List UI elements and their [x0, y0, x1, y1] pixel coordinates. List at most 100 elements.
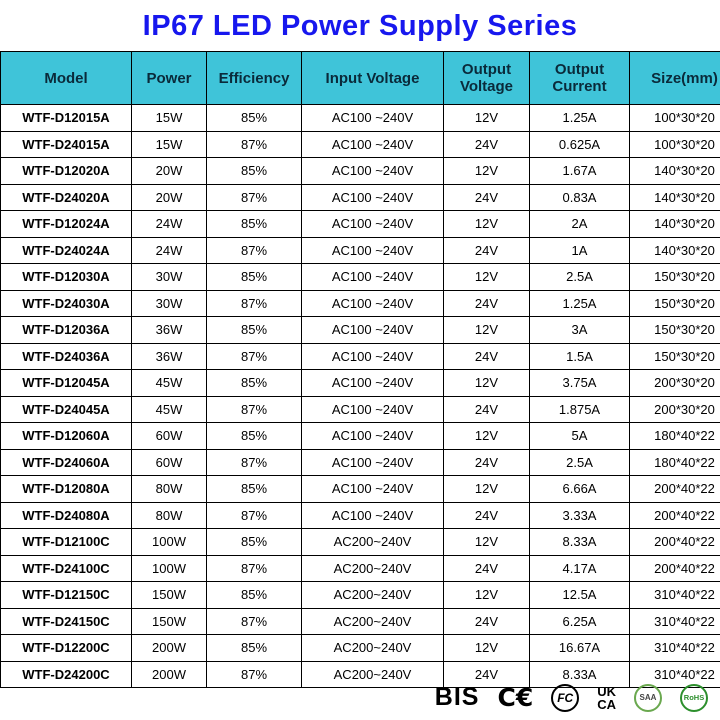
table-row: WTF-D12100C 100W 85% AC200~240V 12V 8.33A 200*… — [0, 528, 720, 556]
table-cell: 150*30*20 — [629, 342, 720, 370]
table-cell: 310*40*22 — [629, 660, 720, 688]
ukca-label-top: UK — [597, 683, 616, 699]
table-cell: 1A — [529, 236, 630, 264]
table-cell: 12V — [443, 210, 530, 238]
table-cell: 24V — [443, 130, 530, 158]
table-cell: 30W — [131, 263, 207, 291]
table-cell: 24V — [443, 183, 530, 211]
table-cell: AC100 ~240V — [301, 263, 444, 291]
table-row: WTF-D24100C 100W 87% AC200~240V 24V 4.17A 200*… — [0, 554, 720, 582]
table-row: WTF-D24020A 20W 87% AC100 ~240V 24V 0.83A 140*… — [0, 183, 720, 211]
certification-logos: BIS C€ FC UK CA SAA RoHS — [435, 683, 708, 712]
table-cell: 200*40*22 — [629, 528, 720, 556]
table-row: WTF-D24150C 150W 87% AC200~240V 24V 6.25A 310*… — [0, 607, 720, 635]
table-cell: 3.75A — [529, 369, 630, 397]
table-cell: AC100 ~240V — [301, 369, 444, 397]
table-cell: 87% — [206, 554, 302, 582]
table-cell: 5A — [529, 422, 630, 450]
table-cell: AC200~240V — [301, 528, 444, 556]
table-cell: 87% — [206, 130, 302, 158]
table-cell: 87% — [206, 607, 302, 635]
table-cell: 2.5A — [529, 448, 630, 476]
table-cell: 200*40*22 — [629, 475, 720, 503]
table-cell: 1.25A — [529, 289, 630, 317]
table-cell: 12V — [443, 581, 530, 609]
table-row: WTF-D24060A 60W 87% AC100 ~240V 24V 2.5A 180*4… — [0, 448, 720, 476]
column-header: Input Voltage — [301, 51, 444, 105]
table-cell: AC100 ~240V — [301, 448, 444, 476]
ukca-label-bottom: CA — [597, 696, 616, 712]
table-cell: 85% — [206, 422, 302, 450]
table-cell: 85% — [206, 581, 302, 609]
table-cell: AC100 ~240V — [301, 316, 444, 344]
table-cell: 24V — [443, 342, 530, 370]
table-cell: 24W — [131, 210, 207, 238]
table-cell: WTF-D24015A — [0, 130, 132, 158]
table-cell: 100W — [131, 554, 207, 582]
table-cell: 30W — [131, 289, 207, 317]
table-cell: 200*40*22 — [629, 554, 720, 582]
table-cell: 200W — [131, 660, 207, 688]
table-cell: AC200~240V — [301, 634, 444, 662]
table-row: WTF-D24045A 45W 87% AC100 ~240V 24V 1.875A 200… — [0, 395, 720, 423]
table-cell: 24W — [131, 236, 207, 264]
table-header: Model Power Efficiency Input Voltage Output … — [0, 51, 720, 105]
table-cell: WTF-D24200C — [0, 660, 132, 688]
table-cell: 85% — [206, 263, 302, 291]
table-cell: 85% — [206, 475, 302, 503]
table-cell: AC100 ~240V — [301, 104, 444, 132]
table-row: WTF-D12150C 150W 85% AC200~240V 12V 12.5A 310*… — [0, 581, 720, 609]
table-cell: 85% — [206, 210, 302, 238]
table-cell: 85% — [206, 104, 302, 132]
table-cell: 100W — [131, 528, 207, 556]
table-cell: WTF-D24036A — [0, 342, 132, 370]
table-row: WTF-D24030A 30W 87% AC100 ~240V 24V 1.25A 150*… — [0, 289, 720, 317]
table-cell: 140*30*20 — [629, 210, 720, 238]
table-cell: 1.875A — [529, 395, 630, 423]
table-cell: AC100 ~240V — [301, 157, 444, 185]
column-header: Power — [131, 51, 207, 105]
table-row: WTF-D12045A 45W 85% AC100 ~240V 12V 3.75A 200*… — [0, 369, 720, 397]
table-row: WTF-D12080A 80W 85% AC100 ~240V 12V 6.66A 200*… — [0, 475, 720, 503]
bis-logo: BIS — [434, 683, 480, 711]
table-cell: 140*30*20 — [629, 157, 720, 185]
table-cell: 60W — [131, 448, 207, 476]
table-cell: 3A — [529, 316, 630, 344]
table-cell: 80W — [131, 501, 207, 529]
table-cell: 12V — [443, 104, 530, 132]
table-cell: 12V — [443, 316, 530, 344]
table-cell: WTF-D12080A — [0, 475, 132, 503]
table-row: WTF-D12200C 200W 85% AC200~240V 12V 16.67A 310… — [0, 634, 720, 662]
table-cell: 0.625A — [529, 130, 630, 158]
table-cell: 12V — [443, 157, 530, 185]
table-cell: AC100 ~240V — [301, 395, 444, 423]
table-cell: 1.67A — [529, 157, 630, 185]
table-cell: 12V — [443, 369, 530, 397]
ukca-logo: UK CA — [597, 685, 616, 711]
table-cell: 150*30*20 — [629, 263, 720, 291]
table-cell: WTF-D24020A — [0, 183, 132, 211]
table-cell: 87% — [206, 448, 302, 476]
column-header: Efficiency — [206, 51, 302, 105]
table-cell: 85% — [206, 528, 302, 556]
table-cell: 15W — [131, 130, 207, 158]
table-cell: WTF-D24045A — [0, 395, 132, 423]
table-cell: WTF-D12015A — [0, 104, 132, 132]
table-cell: WTF-D24060A — [0, 448, 132, 476]
table-cell: 12V — [443, 422, 530, 450]
table-cell: AC200~240V — [301, 554, 444, 582]
table-cell: 24V — [443, 448, 530, 476]
table-cell: 200*30*20 — [629, 369, 720, 397]
page-title: IP67 LED Power Supply Series — [142, 10, 578, 42]
table-cell: AC100 ~240V — [301, 236, 444, 264]
table-cell: 45W — [131, 369, 207, 397]
table-cell: WTF-D24150C — [0, 607, 132, 635]
table-row: WTF-D12030A 30W 85% AC100 ~240V 12V 2.5A 150*3… — [0, 263, 720, 291]
table-row: WTF-D12036A 36W 85% AC100 ~240V 12V 3A 150*30*… — [0, 316, 720, 344]
table-cell: 85% — [206, 369, 302, 397]
table-cell: 85% — [206, 157, 302, 185]
column-header: Size(mm) — [629, 51, 720, 105]
table-cell: 87% — [206, 236, 302, 264]
table-cell: 4.17A — [529, 554, 630, 582]
table-cell: AC100 ~240V — [301, 289, 444, 317]
